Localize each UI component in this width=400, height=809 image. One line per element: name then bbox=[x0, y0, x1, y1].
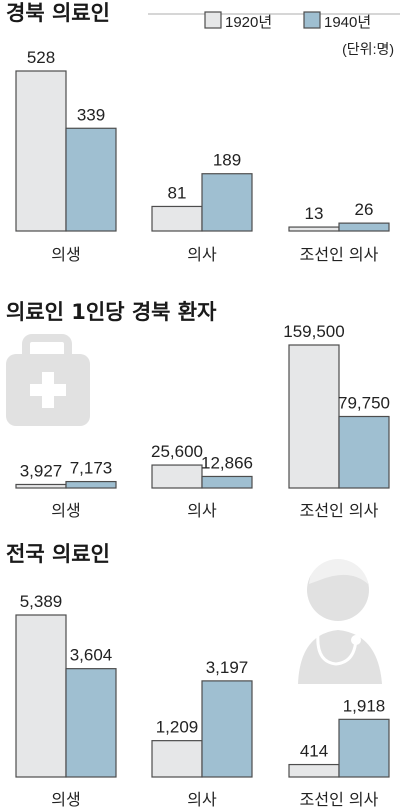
category-label-3-3: 조선인 의사 bbox=[300, 790, 379, 809]
panel-2-title: 의료인 1인당 경북 환자 bbox=[6, 300, 217, 324]
value-label-1-1920-1: 528 bbox=[27, 48, 55, 67]
value-label-2-1920-3: 159,500 bbox=[283, 322, 344, 341]
bar-3-1940-2 bbox=[201, 680, 253, 778]
bar-2-1920-1 bbox=[15, 483, 67, 489]
category-label-2-2: 의사 bbox=[187, 501, 217, 520]
value-label-3-1940-2: 3,197 bbox=[206, 658, 249, 677]
doctor-icon bbox=[298, 554, 382, 684]
category-label-1-2: 의사 bbox=[187, 245, 217, 264]
legend-label-1940: 1940년 bbox=[324, 14, 371, 31]
legend-label-1920: 1920년 bbox=[225, 14, 272, 31]
legend: 1920년 1940년 (단위:명) bbox=[204, 11, 394, 57]
category-label-3-2: 의사 bbox=[187, 790, 217, 809]
bar-1-1920-2 bbox=[151, 205, 203, 232]
value-label-2-1920-1: 3,927 bbox=[20, 461, 63, 480]
bar-3-1920-2 bbox=[151, 740, 203, 778]
panel-3-title: 전국 의료인 bbox=[6, 542, 110, 566]
bar-3-1920-1 bbox=[15, 614, 67, 778]
value-label-1-1920-2: 81 bbox=[168, 183, 187, 202]
category-label-2-1: 의생 bbox=[51, 501, 80, 520]
value-label-3-1940-1: 3,604 bbox=[70, 646, 113, 665]
category-label-1-1: 의생 bbox=[51, 245, 80, 264]
value-label-1-1940-1: 339 bbox=[77, 105, 105, 124]
category-label-1-3: 조선인 의사 bbox=[300, 245, 379, 264]
value-label-2-1940-1: 7,173 bbox=[70, 459, 113, 478]
value-label-1-1940-2: 189 bbox=[213, 151, 241, 170]
bar-2-1920-3 bbox=[288, 344, 340, 489]
bar-3-1940-1 bbox=[65, 668, 117, 778]
category-label-3-1: 의생 bbox=[51, 790, 80, 809]
bar-2-1920-2 bbox=[151, 464, 203, 489]
bar-1-1920-1 bbox=[15, 70, 67, 232]
bar-1-1940-3 bbox=[338, 222, 390, 232]
value-label-2-1940-3: 79,750 bbox=[338, 394, 390, 413]
bar-2-1940-2 bbox=[201, 475, 253, 489]
value-label-3-1920-1: 5,389 bbox=[20, 592, 63, 611]
value-label-1-1920-3: 13 bbox=[305, 204, 324, 223]
value-label-3-1920-3: 414 bbox=[300, 742, 328, 761]
bar-3-1940-3 bbox=[338, 718, 390, 778]
bar-1-1920-3 bbox=[288, 226, 340, 232]
bar-3-1920-3 bbox=[288, 763, 340, 778]
bar-1-1940-1 bbox=[65, 127, 117, 232]
value-label-2-1940-2: 12,866 bbox=[201, 453, 253, 472]
value-label-1-1940-3: 26 bbox=[355, 200, 374, 219]
bar-1-1940-2 bbox=[201, 173, 253, 232]
value-label-3-1920-2: 1,209 bbox=[156, 718, 199, 737]
category-label-2-3: 조선인 의사 bbox=[300, 501, 379, 520]
value-label-3-1940-3: 1,918 bbox=[343, 696, 386, 715]
bar-2-1940-3 bbox=[338, 415, 390, 489]
value-label-2-1920-2: 25,600 bbox=[151, 442, 203, 461]
medical-kit-icon bbox=[6, 334, 90, 426]
legend-swatch-1940 bbox=[303, 11, 321, 29]
legend-swatch-1920 bbox=[204, 11, 222, 29]
unit-label: (단위:명) bbox=[342, 41, 394, 57]
panel-1-title: 경북 의료인 bbox=[6, 1, 110, 25]
bar-2-1940-1 bbox=[65, 480, 117, 489]
